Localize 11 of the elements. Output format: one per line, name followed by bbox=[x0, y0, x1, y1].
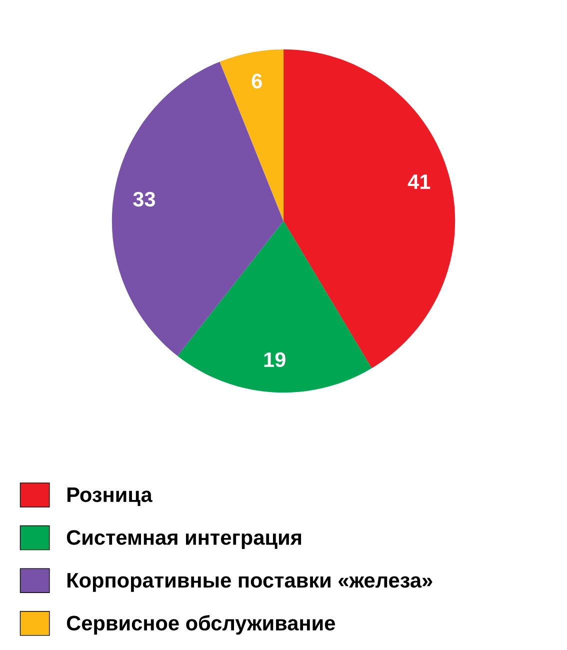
pie-slice bbox=[220, 49, 284, 221]
data-label: 19 bbox=[264, 352, 286, 368]
pie-slice bbox=[177, 221, 372, 393]
data-label: 6 bbox=[252, 74, 262, 88]
legend-label: Корпоративные поставки «железа» bbox=[67, 573, 432, 592]
legend-label: Сервисное обслуживание bbox=[66, 615, 335, 635]
legend-label: Системная интеграция bbox=[66, 530, 302, 550]
legend-label: Розница bbox=[67, 488, 152, 506]
pie-slice bbox=[284, 49, 456, 368]
data-label: 33 bbox=[133, 192, 156, 207]
data-label: 41 bbox=[408, 174, 430, 189]
